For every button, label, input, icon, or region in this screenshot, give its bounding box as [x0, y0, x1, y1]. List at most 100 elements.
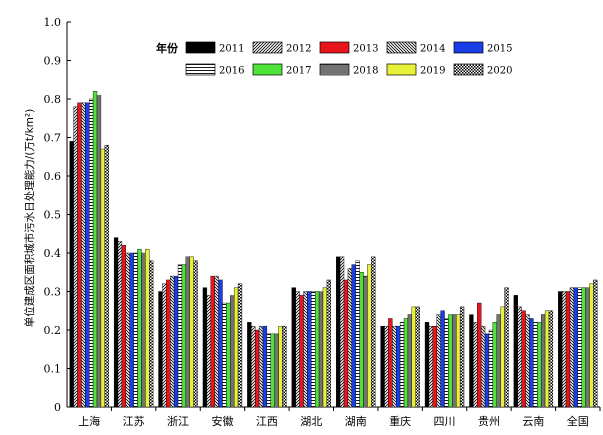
legend-swatch-2011: [185, 41, 216, 54]
bar-2011-江苏: [113, 237, 119, 408]
bar-2020-全国: [593, 279, 598, 408]
bar-2015-浙江: [173, 275, 179, 408]
bar-2014-全国: [569, 287, 575, 408]
bar-2013-安徽: [210, 275, 215, 408]
bar-2017-湖南: [359, 272, 364, 408]
bar-2012-江西: [251, 325, 256, 408]
bar-2019-云南: [544, 310, 550, 408]
bar-2011-四川: [424, 322, 430, 408]
y-tick-label: 0.1: [44, 363, 62, 376]
bar-2018-全国: [585, 287, 590, 408]
bar-2020-上海: [104, 144, 109, 408]
bar-2016-浙江: [177, 264, 183, 408]
bar-2017-四川: [448, 314, 453, 408]
bar-2018-贵州: [496, 314, 501, 408]
bar-2016-安徽: [222, 302, 227, 408]
bar-2019-四川: [456, 314, 461, 408]
legend-swatch-2012: [252, 41, 283, 54]
legend-label-2019: 2019: [420, 66, 445, 77]
bar-2015-上海: [85, 102, 90, 408]
legend-label-2020: 2020: [487, 66, 512, 77]
x-tick-label: 安徽: [211, 414, 233, 428]
bar-2016-云南: [533, 322, 538, 408]
bar-2020-重庆: [415, 306, 420, 408]
bar-2014-浙江: [170, 275, 175, 408]
bar-2017-江苏: [137, 248, 142, 408]
bar-2019-江西: [278, 325, 283, 408]
bar-2017-贵州: [492, 322, 497, 408]
bar-2014-江苏: [125, 252, 130, 408]
bar-2014-贵州: [480, 325, 486, 408]
bar-2013-江西: [254, 329, 260, 408]
bar-2017-上海: [92, 91, 98, 408]
bar-2012-安徽: [206, 295, 211, 408]
bar-2013-重庆: [388, 318, 393, 408]
bar-2015-重庆: [396, 325, 401, 408]
bar-2020-江苏: [149, 260, 154, 408]
bar-2012-全国: [561, 291, 567, 408]
bar-2018-云南: [540, 314, 546, 408]
bar-2017-安徽: [226, 302, 231, 408]
bar-2011-上海: [69, 141, 74, 408]
bar-2014-重庆: [392, 325, 397, 408]
bar-2016-上海: [89, 98, 94, 408]
x-tick-label: 江西: [256, 415, 278, 428]
x-tick-label: 全国: [567, 414, 589, 428]
y-tick-label: 0.6: [44, 170, 62, 183]
bar-2013-浙江: [166, 279, 171, 408]
bar-2019-江苏: [145, 248, 150, 408]
x-tick-label: 浙江: [167, 415, 189, 428]
x-tick-label: 重庆: [389, 414, 411, 428]
bar-2013-湖北: [299, 295, 304, 408]
y-tick-label: 0.4: [44, 247, 62, 260]
bar-2013-贵州: [477, 302, 482, 408]
bar-2019-浙江: [189, 256, 194, 408]
x-tick-label: 上海: [78, 414, 100, 428]
bar-2018-上海: [96, 94, 102, 408]
bar-2019-全国: [589, 283, 594, 408]
legend-swatch-2018: [319, 63, 350, 76]
bar-2012-湖南: [339, 256, 345, 408]
bar-2016-全国: [577, 287, 582, 408]
bar-2011-湖南: [336, 256, 341, 408]
x-tick-label: 湖北: [300, 415, 322, 428]
bar-2011-湖北: [291, 287, 296, 408]
bar-2016-四川: [444, 318, 449, 408]
bar-2014-安徽: [214, 275, 219, 408]
x-tick-label: 云南: [522, 415, 544, 428]
bar-2015-江苏: [129, 252, 134, 408]
x-tick-label: 湖南: [345, 415, 367, 428]
bar-2015-安徽: [218, 279, 223, 408]
y-tick-label: 0: [54, 401, 61, 414]
bar-2018-江西: [274, 333, 279, 408]
legend-label-2015: 2015: [487, 44, 512, 55]
y-tick-label: 0.7: [44, 132, 62, 145]
bar-2019-安徽: [233, 287, 239, 408]
bar-2018-江苏: [141, 252, 146, 408]
bar-2018-重庆: [407, 314, 413, 408]
bar-2017-重庆: [403, 318, 409, 408]
axes: 0 0.1 0.2 0.3 0.4 0.5 0.6 0.7 0.8 0.9 1.0: [44, 16, 600, 414]
legend-swatch-2016: [185, 63, 216, 76]
bar-2019-上海: [100, 148, 106, 408]
bar-2018-四川: [452, 314, 457, 408]
bars: [69, 91, 598, 408]
bar-2015-湖北: [307, 291, 312, 408]
x-tick-label: 江苏: [123, 415, 145, 428]
legend-swatch-2017: [252, 63, 283, 76]
y-tick-label: 0.5: [44, 209, 62, 222]
bar-2019-贵州: [500, 306, 505, 408]
y-tick-label: 0.2: [44, 324, 62, 337]
bar-2018-湖南: [363, 275, 368, 408]
bar-2012-湖北: [295, 291, 300, 408]
legend-label-2014: 2014: [420, 44, 445, 55]
bar-2013-四川: [432, 325, 437, 408]
bar-2014-江西: [258, 325, 264, 408]
bar-2013-上海: [77, 102, 82, 408]
bar-2011-江西: [247, 322, 252, 408]
bar-2011-云南: [513, 295, 518, 408]
bar-2015-贵州: [484, 333, 490, 408]
y-tick-label: 0.9: [44, 55, 62, 68]
bar-2019-重庆: [411, 306, 416, 408]
bar-2015-四川: [440, 310, 445, 408]
